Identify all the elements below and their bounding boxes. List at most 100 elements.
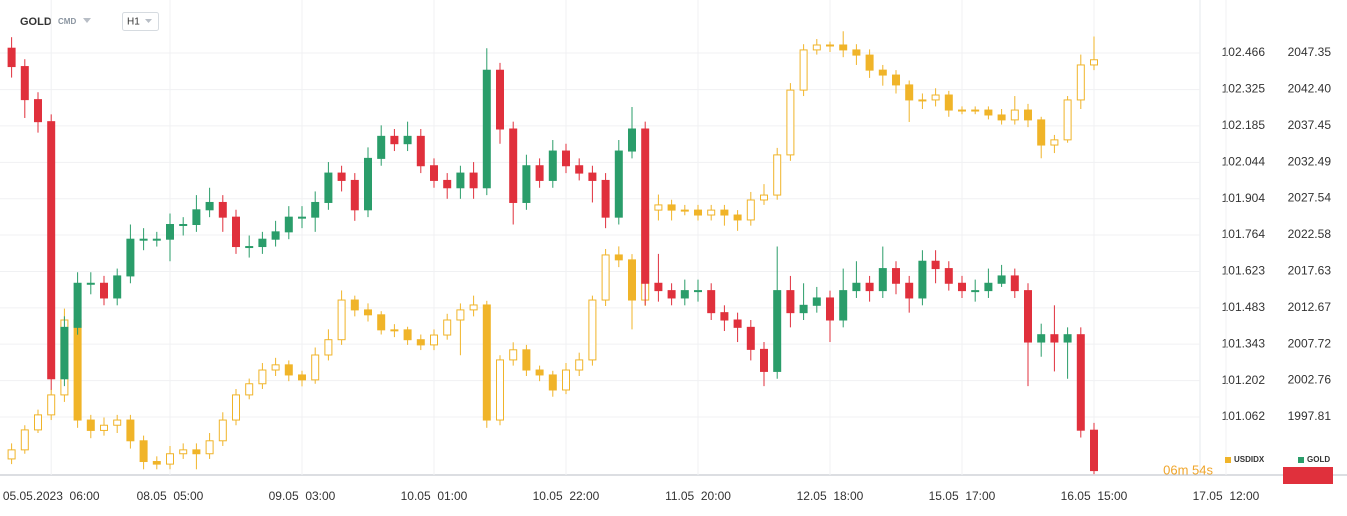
- candle-body: [733, 214, 742, 221]
- candle-body: [34, 414, 42, 431]
- candle-body: [377, 135, 386, 159]
- candle-body: [350, 179, 359, 211]
- x-tick-label: 08.05 05:00: [137, 489, 204, 503]
- candle-body: [707, 290, 716, 314]
- candle-body: [364, 309, 372, 316]
- candle-body: [126, 419, 135, 442]
- x-tick-label: 16.05 15:00: [1061, 489, 1128, 503]
- candle-body: [680, 209, 689, 212]
- candle-body: [258, 369, 267, 385]
- candle-body: [931, 94, 940, 101]
- symbol[interactable]: GOLD: [20, 16, 52, 28]
- candle-body: [311, 201, 320, 218]
- candle-body: [786, 89, 795, 156]
- candle-body: [918, 260, 927, 299]
- x-tick-label: 12.05 18:00: [797, 489, 864, 503]
- candle-body: [654, 204, 663, 211]
- y2-tick-label: 2007.72: [1288, 336, 1332, 350]
- candle-body: [865, 282, 874, 292]
- legend-swatch: [1298, 457, 1304, 463]
- x-tick-label: 09.05 03:00: [269, 489, 336, 503]
- candle-body: [575, 359, 584, 371]
- candle-body: [1037, 119, 1046, 146]
- candle-body: [548, 150, 557, 181]
- y2-tick-label: 2042.40: [1288, 82, 1332, 96]
- candle-body: [918, 99, 927, 102]
- candle-body: [654, 282, 663, 292]
- candle-body: [944, 94, 953, 111]
- candle-body: [958, 109, 966, 112]
- candle-body: [614, 150, 623, 218]
- interval-button[interactable]: [122, 12, 159, 31]
- y-tick-label: 101.062: [1222, 409, 1266, 423]
- candle-body: [443, 179, 452, 189]
- candle-body: [205, 440, 214, 455]
- y-tick-label: 101.202: [1222, 373, 1266, 387]
- candle-body: [984, 109, 993, 116]
- candle-body: [456, 172, 465, 189]
- candle-body: [152, 461, 161, 465]
- candle-body: [720, 209, 729, 216]
- candle-body: [113, 275, 122, 299]
- candle-body: [733, 319, 742, 328]
- candle-body: [1050, 334, 1059, 343]
- candle-body: [482, 304, 491, 421]
- candle-body: [944, 268, 953, 284]
- symbol-kind: CMD: [58, 17, 76, 26]
- y-tick-label: 102.185: [1222, 118, 1266, 132]
- candle-body: [667, 290, 676, 299]
- candle-body: [997, 275, 1006, 284]
- candle-body: [469, 172, 478, 189]
- candle-body: [482, 69, 491, 189]
- candle-body: [139, 238, 148, 241]
- candle-body: [971, 290, 980, 293]
- candle-body: [496, 359, 504, 421]
- y-tick-label: 101.904: [1222, 191, 1266, 205]
- candle-body: [746, 199, 755, 221]
- candle-body: [192, 209, 201, 226]
- y-tick-label: 101.343: [1222, 336, 1266, 350]
- candle-body: [826, 44, 834, 47]
- candle-body: [601, 254, 610, 301]
- candle-body: [799, 304, 808, 314]
- candle-body: [812, 297, 821, 306]
- candle-body: [47, 121, 56, 380]
- candle-body: [1010, 275, 1019, 292]
- candle-body: [707, 209, 716, 216]
- candle-body: [575, 165, 584, 174]
- candle-body: [166, 224, 174, 240]
- candle-body: [232, 216, 240, 248]
- candle-body: [694, 209, 702, 216]
- interval-dropdown[interactable]: [145, 19, 152, 23]
- candle-body: [403, 329, 412, 341]
- candle-body: [298, 216, 306, 219]
- y-tick-label: 101.623: [1222, 264, 1266, 278]
- candle-body: [812, 44, 821, 51]
- symbol-dropdown[interactable]: [83, 18, 91, 23]
- candle-body: [839, 44, 848, 51]
- candle-body: [416, 135, 425, 167]
- interval[interactable]: H1: [127, 17, 140, 28]
- candle-body: [350, 299, 359, 311]
- candle-body: [786, 290, 795, 314]
- y-tick-label: 102.044: [1222, 155, 1266, 169]
- candle-body: [865, 54, 874, 71]
- legend-label: USDIDX: [1234, 455, 1265, 464]
- candle-body: [905, 84, 914, 101]
- candle-body: [760, 348, 768, 372]
- y2-tick-label: 2047.35: [1288, 45, 1332, 59]
- y-tick-label: 101.764: [1222, 227, 1266, 241]
- x-tick-label: 05.05.2023 06:00: [3, 489, 100, 503]
- candle-body: [152, 238, 161, 241]
- candle-body: [192, 449, 201, 455]
- candle-body: [416, 339, 425, 346]
- candle-body: [20, 66, 29, 101]
- candle-body: [1090, 429, 1098, 472]
- x-tick-label: 11.05 20:00: [665, 489, 731, 503]
- legend-swatch: [1225, 457, 1231, 463]
- x-tick-label: 17.05 12:00: [1193, 489, 1260, 503]
- candle-body: [984, 282, 993, 292]
- candle-body: [139, 440, 148, 463]
- candle-body: [271, 231, 280, 240]
- candle-body: [1050, 139, 1059, 146]
